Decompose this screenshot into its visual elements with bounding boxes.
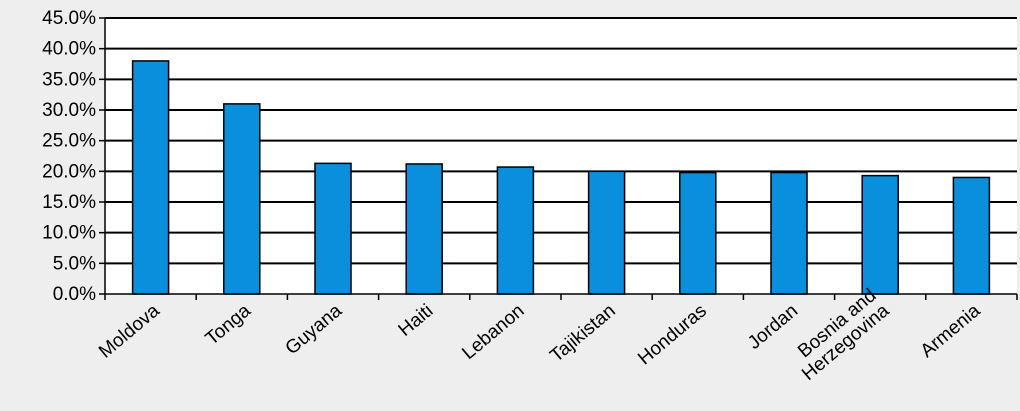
x-tick-label: Guyana [282,300,347,359]
y-tick-label: 40.0% [42,39,96,60]
bar [405,163,443,295]
y-tick-label: 20.0% [42,161,96,182]
bar [952,176,991,295]
x-tick-label: Tonga [202,300,255,350]
bar [587,170,626,295]
bars [131,60,991,295]
bar [861,174,899,295]
y-tick-label: 35.0% [42,69,96,90]
x-tick-label-line: Haiti [395,300,438,341]
x-tick-label-line: Tonga [202,300,255,350]
x-tick-label-line: Tajikistan [546,300,619,366]
x-axis-labels: Moldova Tonga Guyana Haiti Lebanon Tajikistan… [95,285,985,385]
bar [770,171,808,295]
x-tick-label: Lebanon [458,300,528,364]
y-axis-ticks: 0.0% 5.0% 10.0% 15.0% 20.0% 25.0% 30.0% 35.0% 40… [42,8,105,305]
x-tick-label-line: Moldova [95,300,164,363]
y-tick-label: 30.0% [42,100,96,121]
x-tick-label: Moldova [95,300,164,363]
bar [131,60,170,295]
x-tick-label-line: Armenia [917,300,985,362]
x-tick-label: Tajikistan [546,300,619,366]
bar [496,166,535,295]
bar [679,171,717,295]
x-tick-label-line: Lebanon [458,300,528,364]
y-tick-label: 15.0% [42,192,96,213]
axes [104,18,1018,300]
x-tick-label-line: Honduras [634,300,711,369]
x-tick-label-line: Guyana [282,300,347,359]
bar [314,162,352,295]
x-tick-label: Haiti [395,300,438,341]
y-tick-label: 45.0% [42,8,96,29]
y-tick-label: 0.0% [53,284,96,305]
y-tick-label: 25.0% [42,131,96,152]
y-tick-label: 5.0% [53,253,96,274]
bar [223,103,261,295]
x-tick-label: Honduras [634,300,711,369]
x-tick-label: Armenia [917,300,985,362]
y-tick-label: 10.0% [42,223,96,244]
